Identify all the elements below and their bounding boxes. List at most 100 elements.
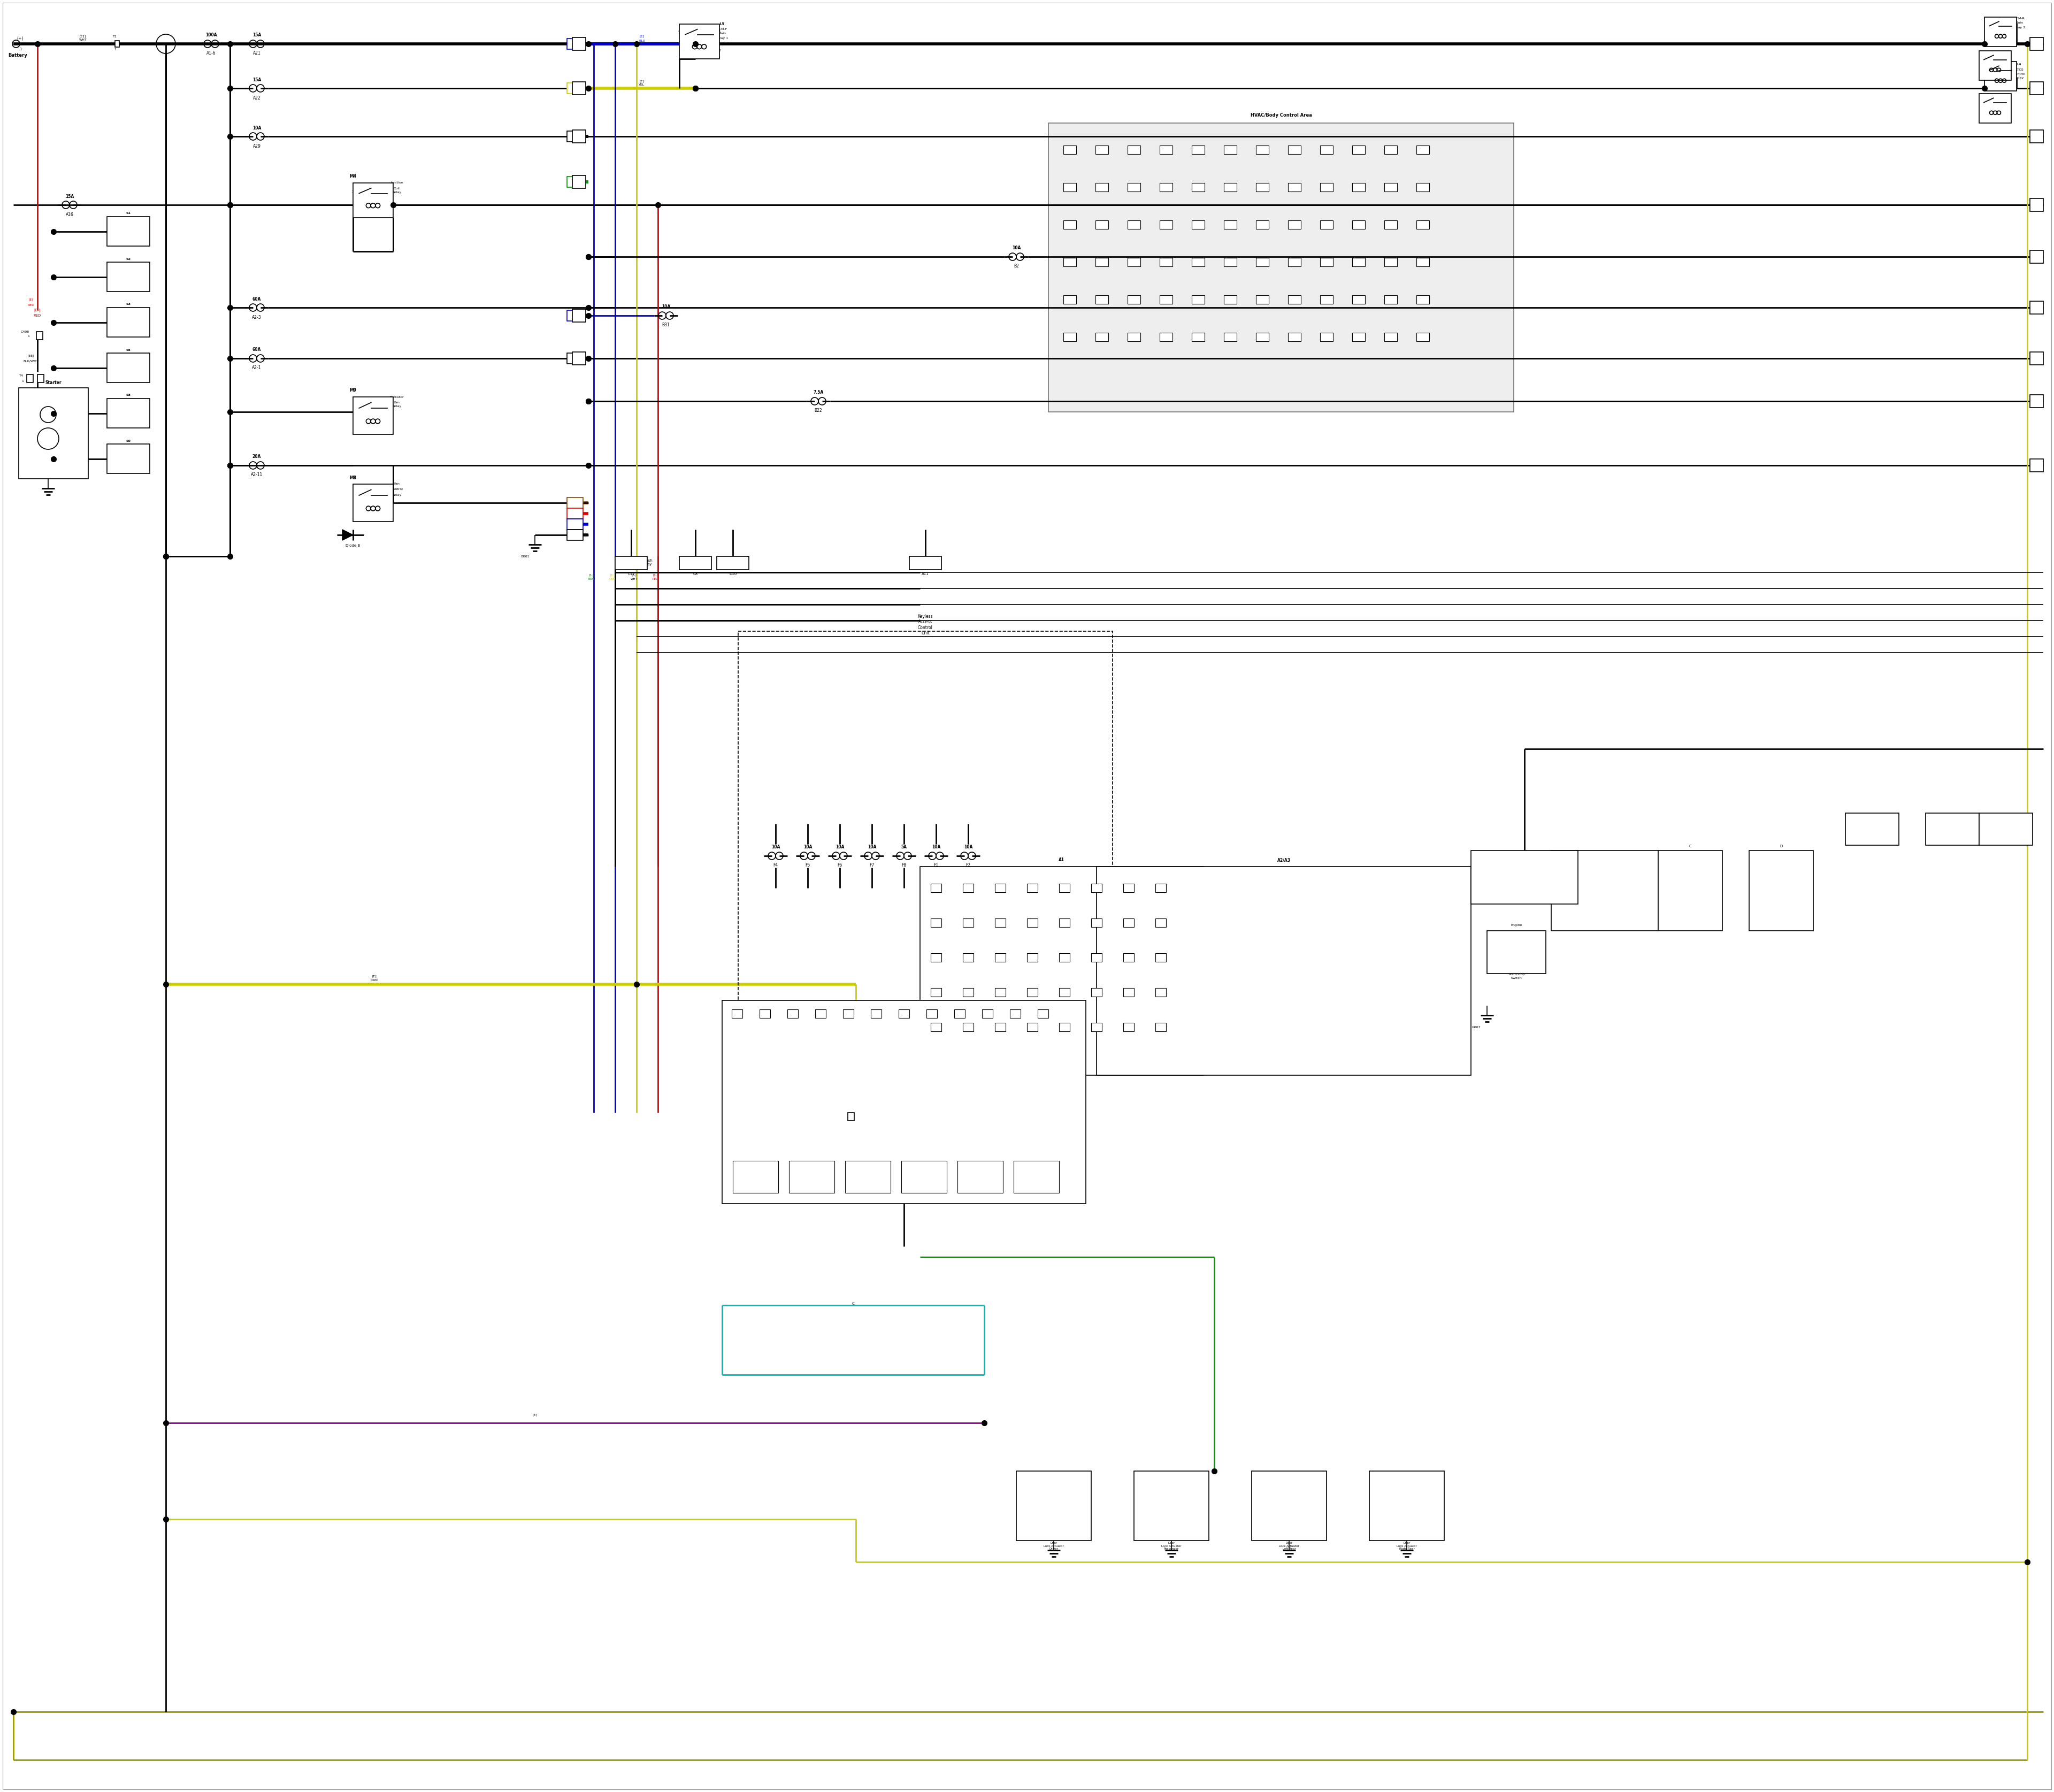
Bar <box>1321 145 1333 154</box>
Bar <box>1017 1471 1091 1541</box>
Text: F8: F8 <box>902 864 906 867</box>
Text: 2: 2 <box>579 314 581 317</box>
Bar <box>963 987 974 996</box>
Text: D: D <box>1781 844 1783 848</box>
Text: RED: RED <box>33 314 41 317</box>
Circle shape <box>37 428 60 450</box>
Bar <box>994 1023 1006 1032</box>
Text: 5A: 5A <box>125 457 131 461</box>
Text: B2: B2 <box>1015 263 1019 269</box>
Text: Relay: Relay <box>392 405 401 409</box>
Bar <box>994 953 1006 962</box>
Text: [E]: [E] <box>573 523 577 525</box>
Text: 11: 11 <box>1013 1012 1017 1014</box>
Bar <box>1154 953 1167 962</box>
Text: 40: 40 <box>1158 1025 1163 1029</box>
Text: 15: 15 <box>1128 921 1130 925</box>
Bar <box>1060 919 1070 926</box>
Text: 39: 39 <box>1128 1025 1130 1029</box>
Text: C17: C17 <box>629 572 635 575</box>
Bar <box>107 217 150 246</box>
Bar <box>1154 883 1167 892</box>
Text: 16: 16 <box>1158 921 1163 925</box>
Text: L1: L1 <box>1992 86 1999 90</box>
Bar <box>1161 183 1173 192</box>
Text: [E]: [E] <box>573 502 577 504</box>
Text: 28: 28 <box>1031 991 1033 993</box>
Bar <box>1251 1471 1327 1541</box>
Bar <box>1091 883 1101 892</box>
Text: [E]: [E] <box>573 314 577 317</box>
Text: M9: M9 <box>349 389 357 392</box>
Bar <box>27 375 33 382</box>
Bar <box>37 375 43 382</box>
Bar <box>1417 296 1430 305</box>
Text: 12: 12 <box>577 88 581 90</box>
Bar <box>1064 183 1076 192</box>
Bar <box>1095 220 1109 229</box>
Bar <box>1224 296 1237 305</box>
Bar <box>1352 333 1366 340</box>
Bar <box>1095 183 1109 192</box>
Polygon shape <box>343 530 353 539</box>
Bar <box>1064 333 1076 340</box>
Bar <box>1224 220 1237 229</box>
Text: 24: 24 <box>1158 957 1163 959</box>
Text: PCM-R: PCM-R <box>2013 18 2025 20</box>
Bar <box>1471 851 1577 903</box>
Text: 14: 14 <box>2036 306 2040 308</box>
Bar <box>930 1023 941 1032</box>
Bar <box>1551 851 1658 930</box>
Text: 26: 26 <box>967 991 969 993</box>
Text: Main: Main <box>2015 22 2023 25</box>
Bar <box>1750 851 1814 930</box>
Bar <box>115 41 119 47</box>
Text: HVAC/Body Control Area: HVAC/Body Control Area <box>1251 113 1313 118</box>
Text: F2: F2 <box>965 864 972 867</box>
Bar <box>723 1000 1087 1204</box>
Text: Radiator: Radiator <box>390 396 405 398</box>
Text: [E]: [E] <box>372 975 376 978</box>
Text: [E]: [E] <box>573 134 577 138</box>
Bar <box>1255 183 1269 192</box>
Bar <box>567 509 583 520</box>
Bar <box>1191 145 1204 154</box>
Text: 7.5A: 7.5A <box>813 391 824 394</box>
Bar <box>1027 987 1037 996</box>
Bar <box>1384 145 1397 154</box>
Bar <box>1161 145 1173 154</box>
Text: Keyless
Access
Control
Unit: Keyless Access Control Unit <box>918 615 933 636</box>
Text: ORN: ORN <box>610 579 616 581</box>
Bar <box>1154 919 1167 926</box>
Text: BRN: BRN <box>587 579 594 581</box>
Text: A2/A3: A2/A3 <box>1278 858 1290 862</box>
Bar <box>1091 953 1101 962</box>
Text: [E]: [E] <box>573 181 577 183</box>
Bar <box>573 82 585 95</box>
Text: [E]: [E] <box>639 36 645 38</box>
Text: 30: 30 <box>1095 991 1099 993</box>
Text: 15A: 15A <box>253 77 261 82</box>
Text: C: C <box>1688 844 1692 848</box>
Text: Starter: Starter <box>45 380 62 385</box>
Bar <box>982 1009 992 1018</box>
Text: Door
Lock Actuator
Left Rear: Door Lock Actuator Left Rear <box>1280 1541 1300 1550</box>
Text: 10A: 10A <box>963 844 972 849</box>
Bar <box>1288 296 1300 305</box>
Text: 5A: 5A <box>125 412 131 414</box>
Text: Switch: Switch <box>1512 977 1522 980</box>
Text: Control: Control <box>390 487 403 491</box>
Bar <box>567 177 583 186</box>
Text: 34: 34 <box>967 1025 969 1029</box>
Text: Battery: Battery <box>8 52 27 57</box>
Text: [E]: [E] <box>532 1414 538 1416</box>
Bar <box>1191 258 1204 267</box>
Text: 10A: 10A <box>803 844 811 849</box>
Text: 12: 12 <box>1041 1012 1045 1014</box>
Bar <box>1384 183 1397 192</box>
Bar <box>1124 919 1134 926</box>
Bar <box>1027 953 1037 962</box>
Text: S1: S1 <box>125 211 131 215</box>
Text: Engine: Engine <box>1510 925 1522 926</box>
Text: B31: B31 <box>661 323 670 328</box>
